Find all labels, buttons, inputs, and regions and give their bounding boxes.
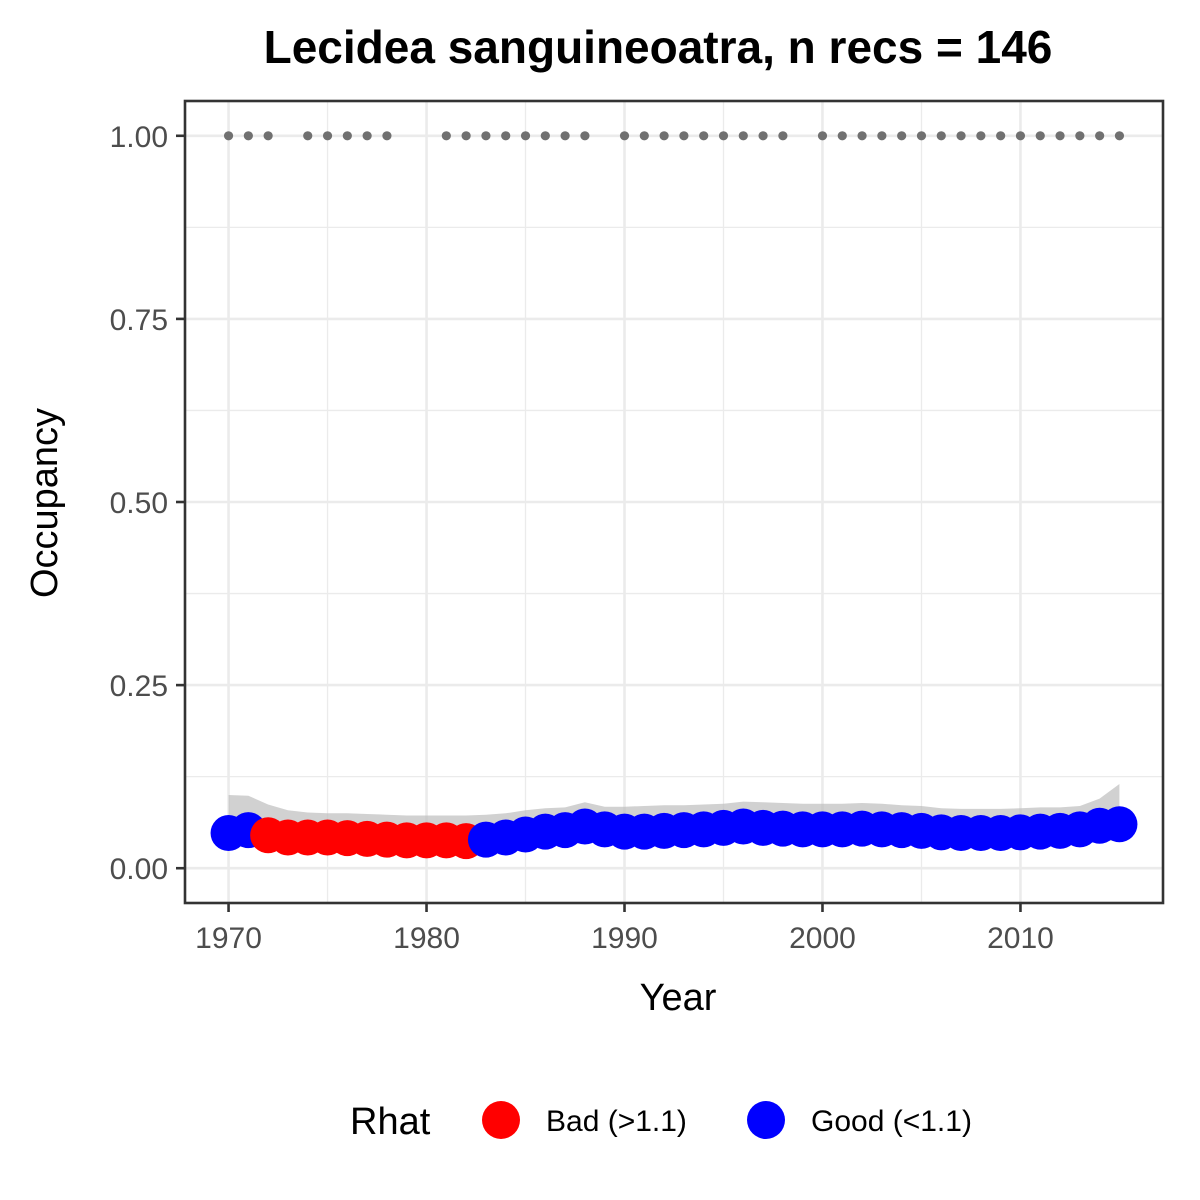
x-tick-label: 1970: [195, 922, 262, 955]
record-point: [223, 131, 234, 141]
record-point: [956, 131, 966, 141]
record-point: [758, 131, 768, 141]
record-point: [540, 131, 550, 141]
record-point: [1095, 131, 1105, 141]
record-point: [481, 131, 491, 141]
legend-label-good: Good (<1.1): [811, 1105, 972, 1138]
y-tick-label: 0.75: [110, 304, 168, 337]
record-point: [639, 131, 649, 141]
record-point: [718, 131, 729, 141]
legend-key-bad: [482, 1101, 520, 1139]
chart-title: Lecidea sanguineoatra, n recs = 146: [264, 21, 1053, 73]
record-point: [857, 131, 867, 141]
legend-key-good: [747, 1101, 785, 1139]
record-point: [1035, 131, 1045, 141]
record-point: [679, 131, 689, 141]
record-point: [560, 131, 570, 141]
y-tick-label: 0.25: [110, 670, 168, 703]
record-point: [778, 131, 788, 141]
record-point: [441, 131, 451, 141]
record-point: [263, 131, 273, 141]
record-point: [699, 131, 709, 141]
occupancy-point: [1101, 806, 1138, 843]
record-point: [501, 131, 511, 141]
record-point: [738, 131, 748, 141]
record-point: [976, 131, 986, 141]
legend-label-bad: Bad (>1.1): [546, 1105, 687, 1138]
x-axis-title: Year: [640, 977, 717, 1019]
record-point: [322, 131, 333, 141]
record-point: [580, 131, 590, 141]
record-point: [619, 131, 630, 141]
record-point: [1055, 131, 1065, 141]
record-point: [659, 131, 669, 141]
legend-title: Rhat: [350, 1101, 431, 1143]
record-point: [996, 131, 1006, 141]
record-point: [243, 131, 253, 141]
record-point: [916, 131, 927, 141]
record-point: [342, 131, 352, 141]
record-point: [1015, 131, 1026, 141]
x-tick-label: 1990: [591, 922, 658, 955]
record-point: [520, 131, 531, 141]
legend: Rhat Bad (>1.1) Good (<1.1): [350, 1101, 972, 1143]
record-point: [362, 131, 372, 141]
record-point: [1114, 131, 1125, 141]
y-axis: 0.00 0.25 0.50 0.75 1.00: [110, 121, 185, 886]
x-tick-label: 2000: [789, 922, 856, 955]
record-point: [897, 131, 907, 141]
record-point: [877, 131, 887, 141]
record-point: [303, 131, 313, 141]
y-tick-label: 1.00: [110, 121, 168, 154]
record-point: [461, 131, 471, 141]
x-tick-label: 1980: [393, 922, 460, 955]
record-point: [1075, 131, 1085, 141]
x-axis: 1970 1980 1990 2000 2010: [195, 903, 1054, 955]
record-point: [837, 131, 847, 141]
y-tick-label: 0.50: [110, 487, 168, 520]
record-point: [817, 131, 828, 141]
record-points-layer: [223, 131, 1125, 141]
record-point: [382, 131, 392, 141]
y-tick-label: 0.00: [110, 853, 168, 886]
x-tick-label: 2010: [987, 922, 1054, 955]
record-point: [936, 131, 946, 141]
y-axis-title: Occupancy: [24, 408, 66, 598]
occupancy-points-layer: [210, 806, 1138, 860]
